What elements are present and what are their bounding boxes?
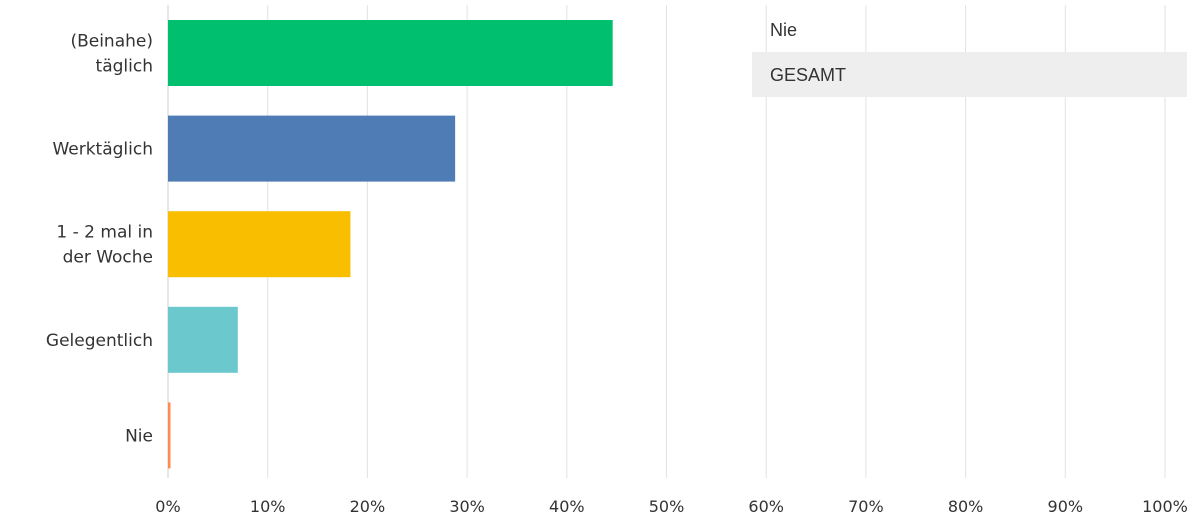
x-tick-label: 70% bbox=[848, 497, 884, 516]
category-label: Gelegentlich bbox=[46, 331, 153, 351]
tooltip: Nie GESAMT bbox=[752, 20, 1187, 97]
x-tick-label: 60% bbox=[748, 497, 784, 516]
tooltip-row-label: GESAMT bbox=[770, 65, 846, 85]
category-label: 1 - 2 mal in der Woche bbox=[56, 223, 153, 268]
x-tick-labels: 0% 10% 20% 30% 40% 50% 60% 70% 80% 90% 100% bbox=[155, 497, 1187, 516]
x-tick-label: 50% bbox=[649, 497, 685, 516]
x-tick-label: 80% bbox=[948, 497, 984, 516]
tooltip-row-background bbox=[752, 52, 1187, 97]
category-label: (Beinahe) täglich bbox=[70, 32, 153, 77]
bar[interactable] bbox=[168, 306, 238, 373]
x-tick-label: 20% bbox=[350, 497, 386, 516]
category-label: Werktäglich bbox=[52, 140, 153, 160]
category-labels: (Beinahe) täglich Werktäglich 1 - 2 mal in d… bbox=[46, 32, 153, 447]
x-tick-label: 90% bbox=[1048, 497, 1084, 516]
bar[interactable] bbox=[168, 211, 351, 278]
bar[interactable] bbox=[168, 402, 171, 469]
category-label: Nie bbox=[125, 426, 153, 446]
tooltip-header: Nie bbox=[770, 20, 797, 40]
bars bbox=[168, 20, 613, 469]
bar[interactable] bbox=[168, 115, 456, 182]
x-tick-label: 100% bbox=[1142, 497, 1187, 516]
x-tick-label: 30% bbox=[449, 497, 485, 516]
x-tick-label: 0% bbox=[155, 497, 180, 516]
bar[interactable] bbox=[168, 20, 613, 86]
x-tick-label: 10% bbox=[250, 497, 286, 516]
x-tick-label: 40% bbox=[549, 497, 585, 516]
